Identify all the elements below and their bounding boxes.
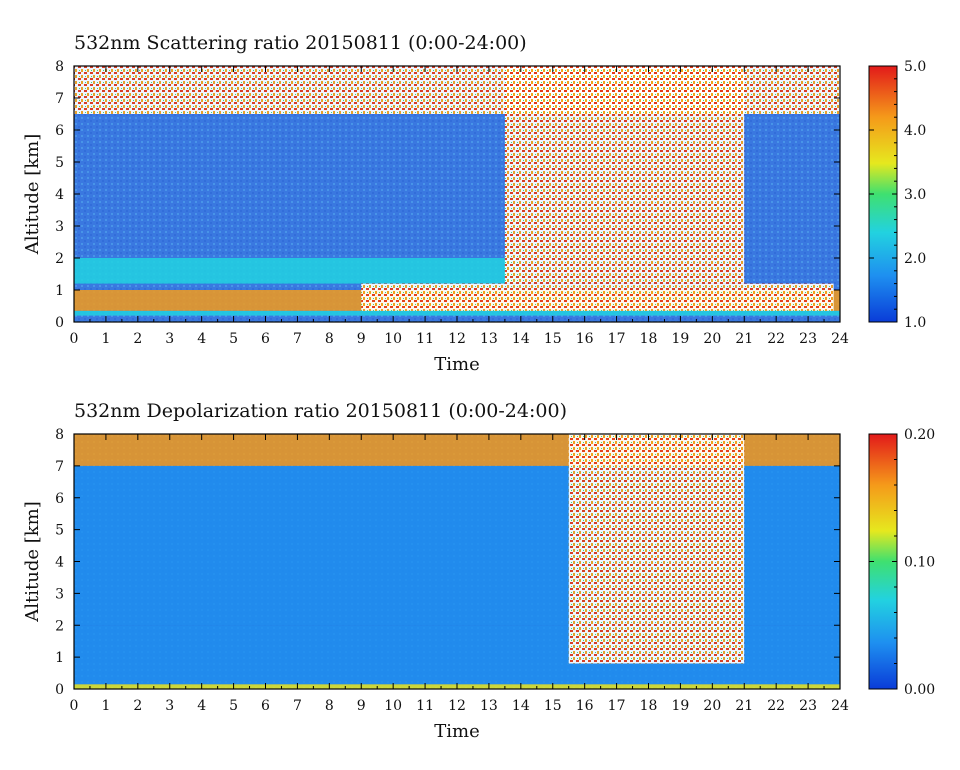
x-tick-label: 20 xyxy=(703,331,721,347)
x-tick-label: 7 xyxy=(293,698,302,714)
x-tick-label: 5 xyxy=(229,698,238,714)
x-tick-label: 2 xyxy=(133,698,142,714)
x-tick-label: 3 xyxy=(165,698,174,714)
y-tick-label: 6 xyxy=(55,491,64,507)
colorbar-tick-label: 2.0 xyxy=(904,251,926,267)
y-tick-label: 5 xyxy=(55,155,64,171)
chart-title: 532nm Depolarization ratio 20150811 (0:0… xyxy=(74,400,567,422)
y-axis-label: Altitude [km] xyxy=(22,134,43,256)
x-tick-label: 10 xyxy=(384,698,402,714)
y-tick-label: 2 xyxy=(55,251,64,267)
y-tick-label: 2 xyxy=(55,618,64,634)
x-tick-label: 21 xyxy=(735,331,753,347)
y-tick-label: 6 xyxy=(55,123,64,139)
colorbar-tick-label: 0.10 xyxy=(904,555,935,571)
x-tick-label: 16 xyxy=(576,698,594,714)
y-axis-label: Altitude [km] xyxy=(22,501,43,623)
x-tick-label: 6 xyxy=(261,331,270,347)
x-tick-label: 20 xyxy=(703,698,721,714)
y-tick-label: 8 xyxy=(55,59,64,75)
x-tick-label: 15 xyxy=(544,331,562,347)
x-tick-label: 8 xyxy=(325,698,334,714)
x-tick-label: 22 xyxy=(767,331,785,347)
colorbar-tick-label: 0.20 xyxy=(904,427,935,443)
y-tick-label: 5 xyxy=(55,523,64,539)
x-tick-label: 14 xyxy=(512,698,530,714)
colorbar-tick-label: 5.0 xyxy=(904,59,926,75)
x-tick-label: 0 xyxy=(70,331,79,347)
y-tick-label: 3 xyxy=(55,586,64,602)
x-tick-label: 12 xyxy=(448,698,466,714)
y-tick-label: 0 xyxy=(55,315,64,331)
colorbar-tick-label: 0.00 xyxy=(904,682,935,698)
x-axis-label: Time xyxy=(434,721,479,742)
x-tick-label: 7 xyxy=(293,331,302,347)
x-tick-label: 15 xyxy=(544,698,562,714)
region-low-cloud-9-23-h xyxy=(361,283,834,311)
colorbar-tick-label: 4.0 xyxy=(904,123,926,139)
x-tick-label: 19 xyxy=(672,698,690,714)
x-tick-label: 13 xyxy=(480,331,498,347)
y-tick-label: 3 xyxy=(55,219,64,235)
x-tick-label: 1 xyxy=(101,698,110,714)
x-tick-label: 10 xyxy=(384,331,402,347)
y-tick-label: 1 xyxy=(55,283,64,299)
scattering-ratio-panel: 532nm Scattering ratio 20150811 (0:00-24… xyxy=(22,32,926,375)
x-tick-label: 9 xyxy=(357,331,366,347)
x-tick-label: 13 xyxy=(480,698,498,714)
x-tick-label: 6 xyxy=(261,698,270,714)
x-tick-label: 14 xyxy=(512,331,530,347)
colorbar-tick-label: 1.0 xyxy=(904,315,926,331)
x-tick-label: 22 xyxy=(767,698,785,714)
y-tick-label: 0 xyxy=(55,682,64,698)
x-tick-label: 17 xyxy=(608,331,626,347)
x-tick-label: 4 xyxy=(197,698,206,714)
x-tick-label: 9 xyxy=(357,698,366,714)
x-tick-label: 18 xyxy=(640,331,658,347)
region-upper-clouds xyxy=(74,66,840,114)
x-tick-label: 17 xyxy=(608,698,626,714)
x-tick-label: 21 xyxy=(735,698,753,714)
x-tick-label: 4 xyxy=(197,331,206,347)
chart-title: 532nm Scattering ratio 20150811 (0:00-24… xyxy=(74,32,527,54)
x-tick-label: 24 xyxy=(831,331,849,347)
y-tick-label: 4 xyxy=(55,555,64,571)
depolarization-ratio-panel: 532nm Depolarization ratio 20150811 (0:0… xyxy=(22,400,935,742)
y-tick-label: 8 xyxy=(55,427,64,443)
x-tick-label: 23 xyxy=(799,698,817,714)
y-tick-label: 7 xyxy=(55,459,64,475)
x-tick-label: 8 xyxy=(325,331,334,347)
x-tick-label: 11 xyxy=(416,331,434,347)
x-tick-label: 18 xyxy=(640,698,658,714)
region-elevated-aerosol-band xyxy=(74,258,521,284)
x-tick-label: 5 xyxy=(229,331,238,347)
region-surface-layer xyxy=(74,310,840,316)
x-tick-label: 2 xyxy=(133,331,142,347)
x-tick-label: 16 xyxy=(576,331,594,347)
x-tick-label: 12 xyxy=(448,331,466,347)
region-cloud-columns-15-5-21-h xyxy=(568,434,745,664)
colorbar-tick-label: 3.0 xyxy=(904,187,926,203)
y-tick-label: 1 xyxy=(55,650,64,666)
y-tick-label: 4 xyxy=(55,187,64,203)
x-tick-label: 24 xyxy=(831,698,849,714)
y-tick-label: 7 xyxy=(55,91,64,107)
x-tick-label: 1 xyxy=(101,331,110,347)
x-tick-label: 0 xyxy=(70,698,79,714)
x-tick-label: 19 xyxy=(672,331,690,347)
x-tick-label: 3 xyxy=(165,331,174,347)
x-axis-label: Time xyxy=(434,354,479,375)
x-tick-label: 23 xyxy=(799,331,817,347)
x-tick-label: 11 xyxy=(416,698,434,714)
